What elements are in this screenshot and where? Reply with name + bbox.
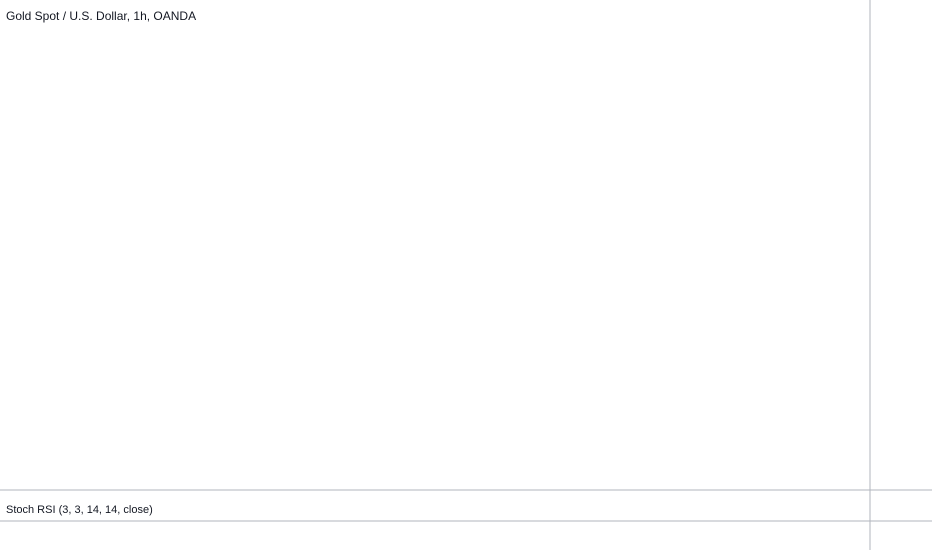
indicator-name: Stoch RSI (3, 3, 14, 14, close) [6,504,153,516]
chart-title: Gold Spot / U.S. Dollar, 1h, OANDA [6,9,196,23]
